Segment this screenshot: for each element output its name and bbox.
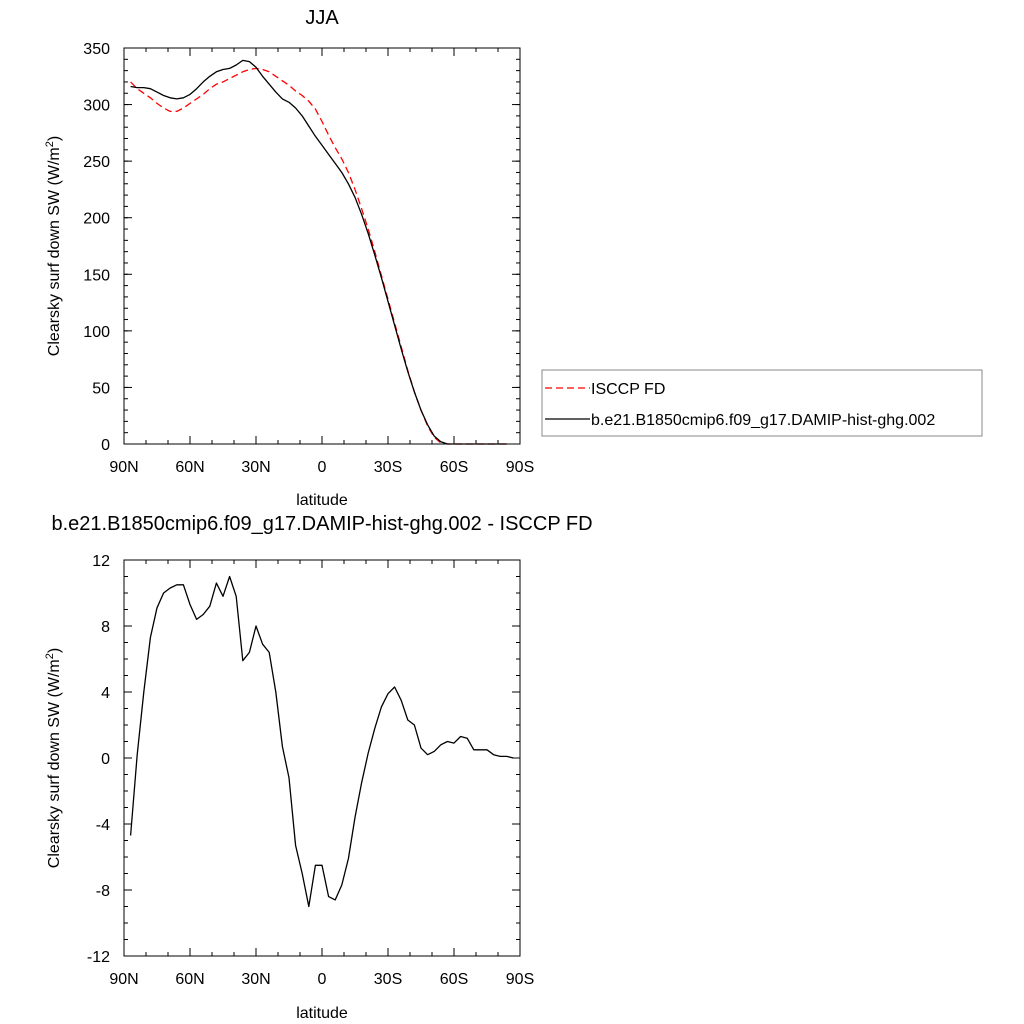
- bottom-x-axis-label: latitude: [296, 1005, 348, 1022]
- bottom-panel: b.e21.B1850cmip6.f09_g17.DAMIP-hist-ghg.…: [44, 513, 593, 1022]
- x-tick-label: 90N: [109, 459, 138, 476]
- x-tick-label: 90S: [506, 459, 534, 476]
- x-tick-label: 0: [318, 459, 327, 476]
- y-tick-label: -4: [96, 817, 110, 834]
- legend-label-model: b.e21.B1850cmip6.f09_g17.DAMIP-hist-ghg.…: [591, 412, 935, 429]
- x-tick-label: 60S: [440, 459, 468, 476]
- isccp-series-line: [130, 67, 507, 445]
- top-x-axis-label: latitude: [296, 492, 348, 509]
- y-tick-label: -8: [96, 883, 110, 900]
- bottom-panel-title: b.e21.B1850cmip6.f09_g17.DAMIP-hist-ghg.…: [51, 513, 592, 535]
- x-tick-label: 90N: [109, 971, 138, 988]
- y-tick-label: 0: [101, 437, 110, 454]
- x-tick-label: 30S: [374, 971, 402, 988]
- y-tick-label: 300: [83, 98, 110, 115]
- y-tick-label: 0: [101, 751, 110, 768]
- y-tick-label: -12: [87, 949, 110, 966]
- y-tick-label: 8: [101, 619, 110, 636]
- y-tick-label: 150: [83, 267, 110, 284]
- x-tick-label: 30N: [241, 971, 270, 988]
- x-tick-label: 0: [318, 971, 327, 988]
- y-tick-label: 250: [83, 154, 110, 171]
- top-plot-frame: [123, 47, 521, 445]
- y-tick-label: 4: [101, 685, 110, 702]
- top-y-axis-label: Clearsky surf down SW (W/m2): [44, 136, 63, 356]
- x-tick-label: 30N: [241, 459, 270, 476]
- x-tick-label: 90S: [506, 971, 534, 988]
- x-tick-label: 60S: [440, 971, 468, 988]
- y-tick-label: 200: [83, 211, 110, 228]
- y-tick-label: 50: [92, 380, 110, 397]
- bottom-y-axis-label: Clearsky surf down SW (W/m2): [44, 648, 63, 868]
- legend-label-isccp: ISCCP FD: [591, 381, 665, 398]
- x-tick-label: 30S: [374, 459, 402, 476]
- x-tick-label: 60N: [175, 459, 204, 476]
- y-tick-label: 100: [83, 324, 110, 341]
- y-tick-label: 12: [92, 553, 110, 570]
- top-panel-title: JJA: [305, 7, 339, 29]
- bottom-plot-frame: [123, 559, 521, 957]
- y-tick-label: 350: [83, 41, 110, 58]
- model-series-line: [130, 59, 507, 445]
- legend: ISCCP FD b.e21.B1850cmip6.f09_g17.DAMIP-…: [541, 369, 983, 437]
- top-panel: JJA 90N 60N 30N 0 30S 60S 90S 0 50 100 150 200 250 30…: [44, 7, 983, 509]
- legend-box: [541, 369, 983, 437]
- x-tick-label: 60N: [175, 971, 204, 988]
- difference-series-line: [129, 575, 514, 908]
